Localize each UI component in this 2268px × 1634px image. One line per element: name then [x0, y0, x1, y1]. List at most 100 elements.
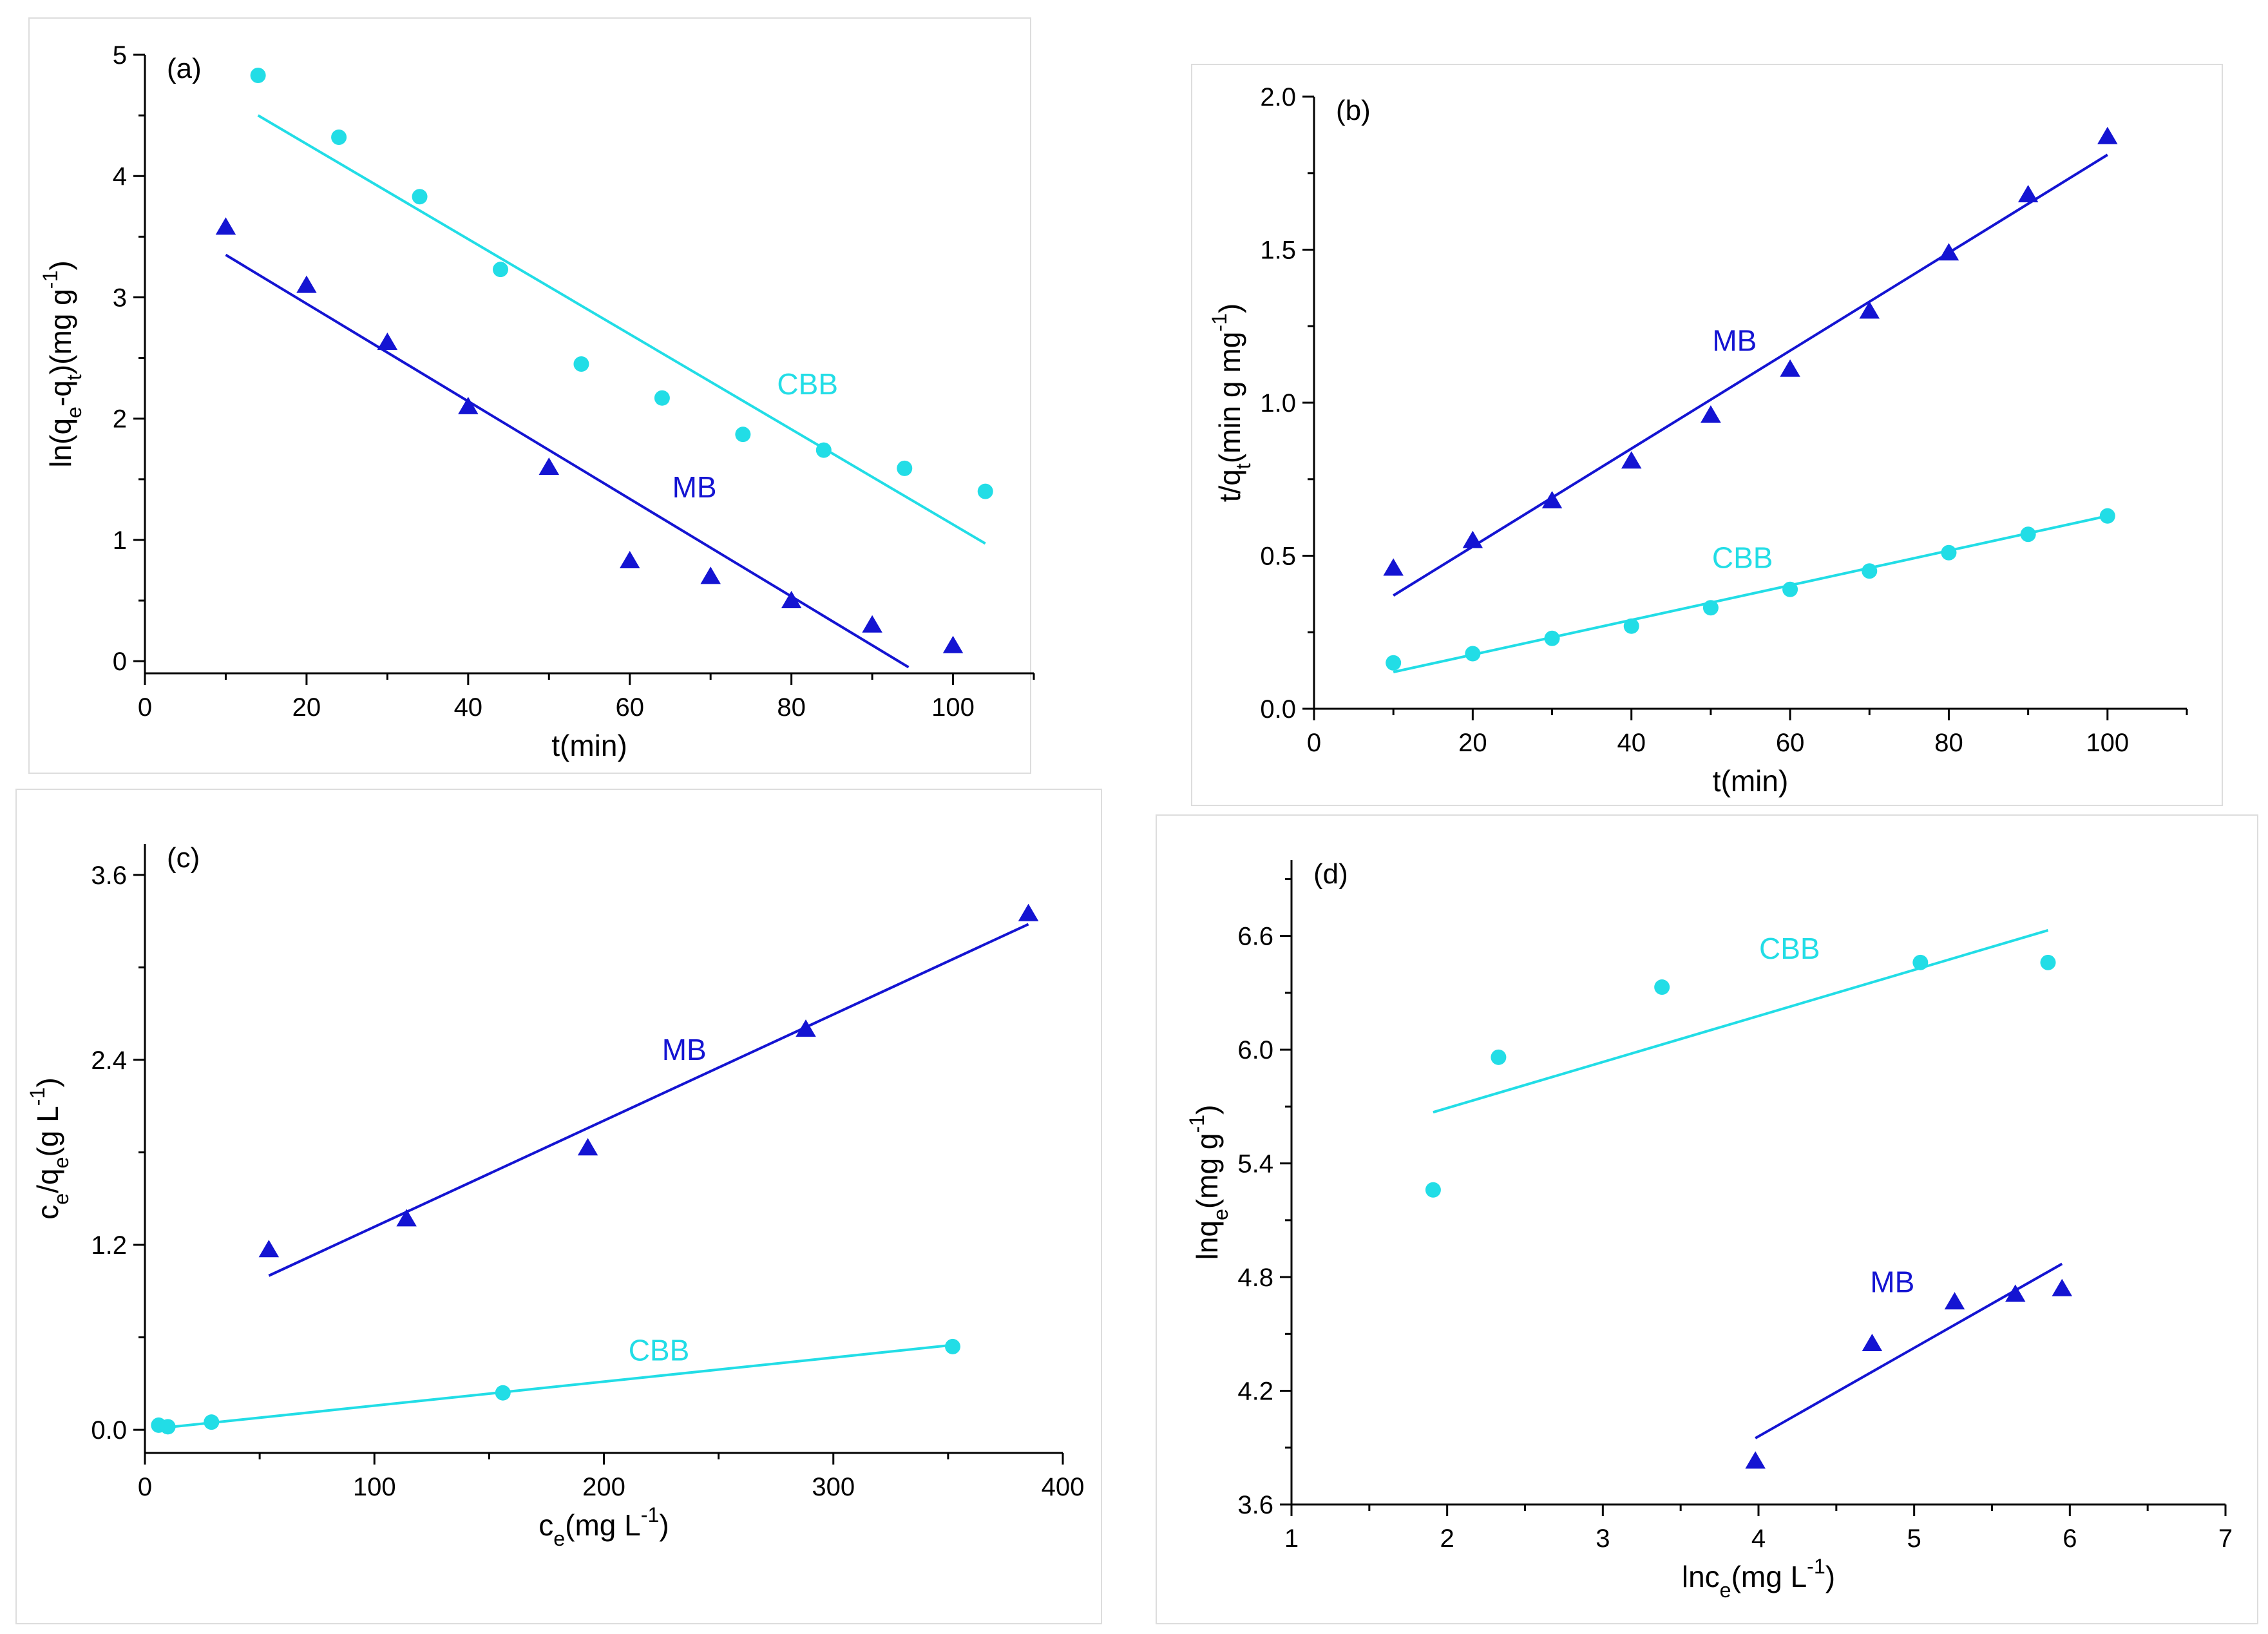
fit-line — [1393, 514, 2108, 673]
series-cbb: CBB — [1425, 928, 2056, 1198]
y-tick-label: 1.0 — [1260, 389, 1296, 418]
data-point — [1462, 530, 1483, 548]
series-mb: MB — [1745, 1262, 2072, 1469]
series-label: MB — [1870, 1265, 1914, 1299]
data-point — [377, 332, 398, 351]
y-tick-label: 6.0 — [1237, 1036, 1273, 1064]
panel-label: (d) — [1313, 858, 1348, 890]
y-tick-label: 0.0 — [91, 1416, 127, 1445]
y-tick-label: 1.2 — [91, 1231, 127, 1260]
x-tick-label: 3 — [1596, 1524, 1610, 1553]
x-axis-title: lnce(mg L-1) — [1682, 1555, 1835, 1602]
y-tick-label: 1 — [113, 526, 127, 555]
y-tick-label: 5 — [113, 41, 127, 70]
x-axis-title: t(min) — [551, 729, 627, 762]
x-tick-label: 5 — [1907, 1524, 1921, 1553]
panel-frame — [28, 17, 1031, 774]
x-tick-label: 60 — [615, 693, 644, 722]
data-point — [1938, 243, 1959, 261]
fit-line — [158, 1343, 953, 1430]
data-point — [258, 1240, 280, 1258]
series-label: MB — [1712, 323, 1757, 357]
series-cbb: CBB — [151, 1333, 960, 1435]
data-point — [538, 457, 560, 475]
data-point — [735, 427, 751, 443]
data-point — [942, 635, 964, 653]
series-mb: MB — [215, 217, 964, 669]
series-mb: MB — [1383, 126, 2118, 597]
data-point — [2020, 526, 2036, 543]
data-point — [1621, 451, 1642, 469]
panel-a: 0 20 40 60 80 100 0 1 2 3 4 5 t(min) ln(qe-qt)(mg g-1… — [28, 17, 1035, 774]
panel-label: (a) — [167, 53, 202, 84]
data-point — [1425, 1182, 1441, 1198]
data-point — [1544, 630, 1560, 646]
data-point — [2097, 126, 2118, 144]
x-tick-label: 1 — [1284, 1524, 1299, 1553]
x-tick-label: 100 — [2086, 729, 2129, 757]
series-label: MB — [662, 1033, 707, 1066]
y-tick-label: 5.4 — [1237, 1150, 1273, 1178]
y-tick-label: 0.5 — [1260, 543, 1296, 571]
y-tick-label: 0.0 — [1260, 695, 1296, 724]
data-point — [796, 1019, 816, 1037]
series-label: CBB — [1759, 932, 1820, 965]
x-tick-label: 0 — [1307, 729, 1321, 757]
data-point — [331, 130, 347, 145]
x-tick-label: 200 — [582, 1473, 625, 1501]
y-tick-label: 4.8 — [1237, 1264, 1273, 1292]
y-tick-label: 6.6 — [1237, 923, 1273, 951]
y-tick-label: 3.6 — [91, 861, 127, 890]
data-point — [1862, 563, 1878, 579]
y-tick-label: 4 — [113, 162, 127, 191]
series-label: MB — [672, 470, 717, 504]
y-tick-label: 3 — [113, 284, 127, 312]
data-point — [204, 1414, 220, 1430]
x-tick-label: 300 — [812, 1473, 855, 1501]
fit-line — [1433, 928, 2049, 1114]
data-point — [160, 1419, 176, 1435]
data-point — [1912, 954, 1929, 970]
data-point — [1654, 979, 1670, 995]
data-point — [1491, 1049, 1507, 1065]
data-point — [1859, 301, 1880, 319]
data-point — [1018, 903, 1039, 921]
data-point — [493, 262, 508, 278]
data-point — [573, 356, 589, 372]
data-point — [577, 1138, 598, 1156]
data-point — [495, 1385, 511, 1401]
x-tick-label: 80 — [1934, 729, 1963, 757]
series-cbb: CBB — [1386, 508, 2115, 673]
x-axis-title: t(min) — [1713, 764, 1789, 798]
panel-frame — [1191, 64, 2223, 806]
x-tick-label: 20 — [1458, 729, 1487, 757]
data-point — [654, 390, 670, 406]
y-axis-title: ln(qe-qt)(mg g-1) — [39, 260, 86, 467]
x-tick-label: 100 — [931, 693, 975, 722]
data-point — [700, 566, 721, 584]
data-point — [862, 615, 882, 633]
x-tick-label: 0 — [138, 1473, 152, 1501]
data-point — [1782, 581, 1798, 597]
panel-label: (b) — [1336, 95, 1371, 126]
data-point — [897, 460, 913, 476]
data-point — [815, 442, 832, 458]
data-point — [619, 550, 640, 568]
data-point — [296, 275, 317, 293]
data-point — [2052, 1278, 2072, 1296]
data-point — [1780, 359, 1800, 377]
x-tick-label: 4 — [1751, 1524, 1766, 1553]
x-tick-label: 6 — [2063, 1524, 2077, 1553]
data-point — [1702, 600, 1719, 616]
data-point — [1541, 491, 1563, 508]
y-tick-label: 2.0 — [1260, 83, 1296, 111]
data-point — [945, 1338, 960, 1354]
data-point — [1862, 1334, 1883, 1351]
data-point — [1944, 1292, 1965, 1310]
x-tick-label: 20 — [292, 693, 321, 722]
x-tick-label: 400 — [1042, 1473, 1085, 1501]
data-point — [396, 1209, 417, 1227]
x-axis-title: ce(mg L-1) — [538, 1503, 669, 1550]
data-point — [412, 189, 428, 205]
